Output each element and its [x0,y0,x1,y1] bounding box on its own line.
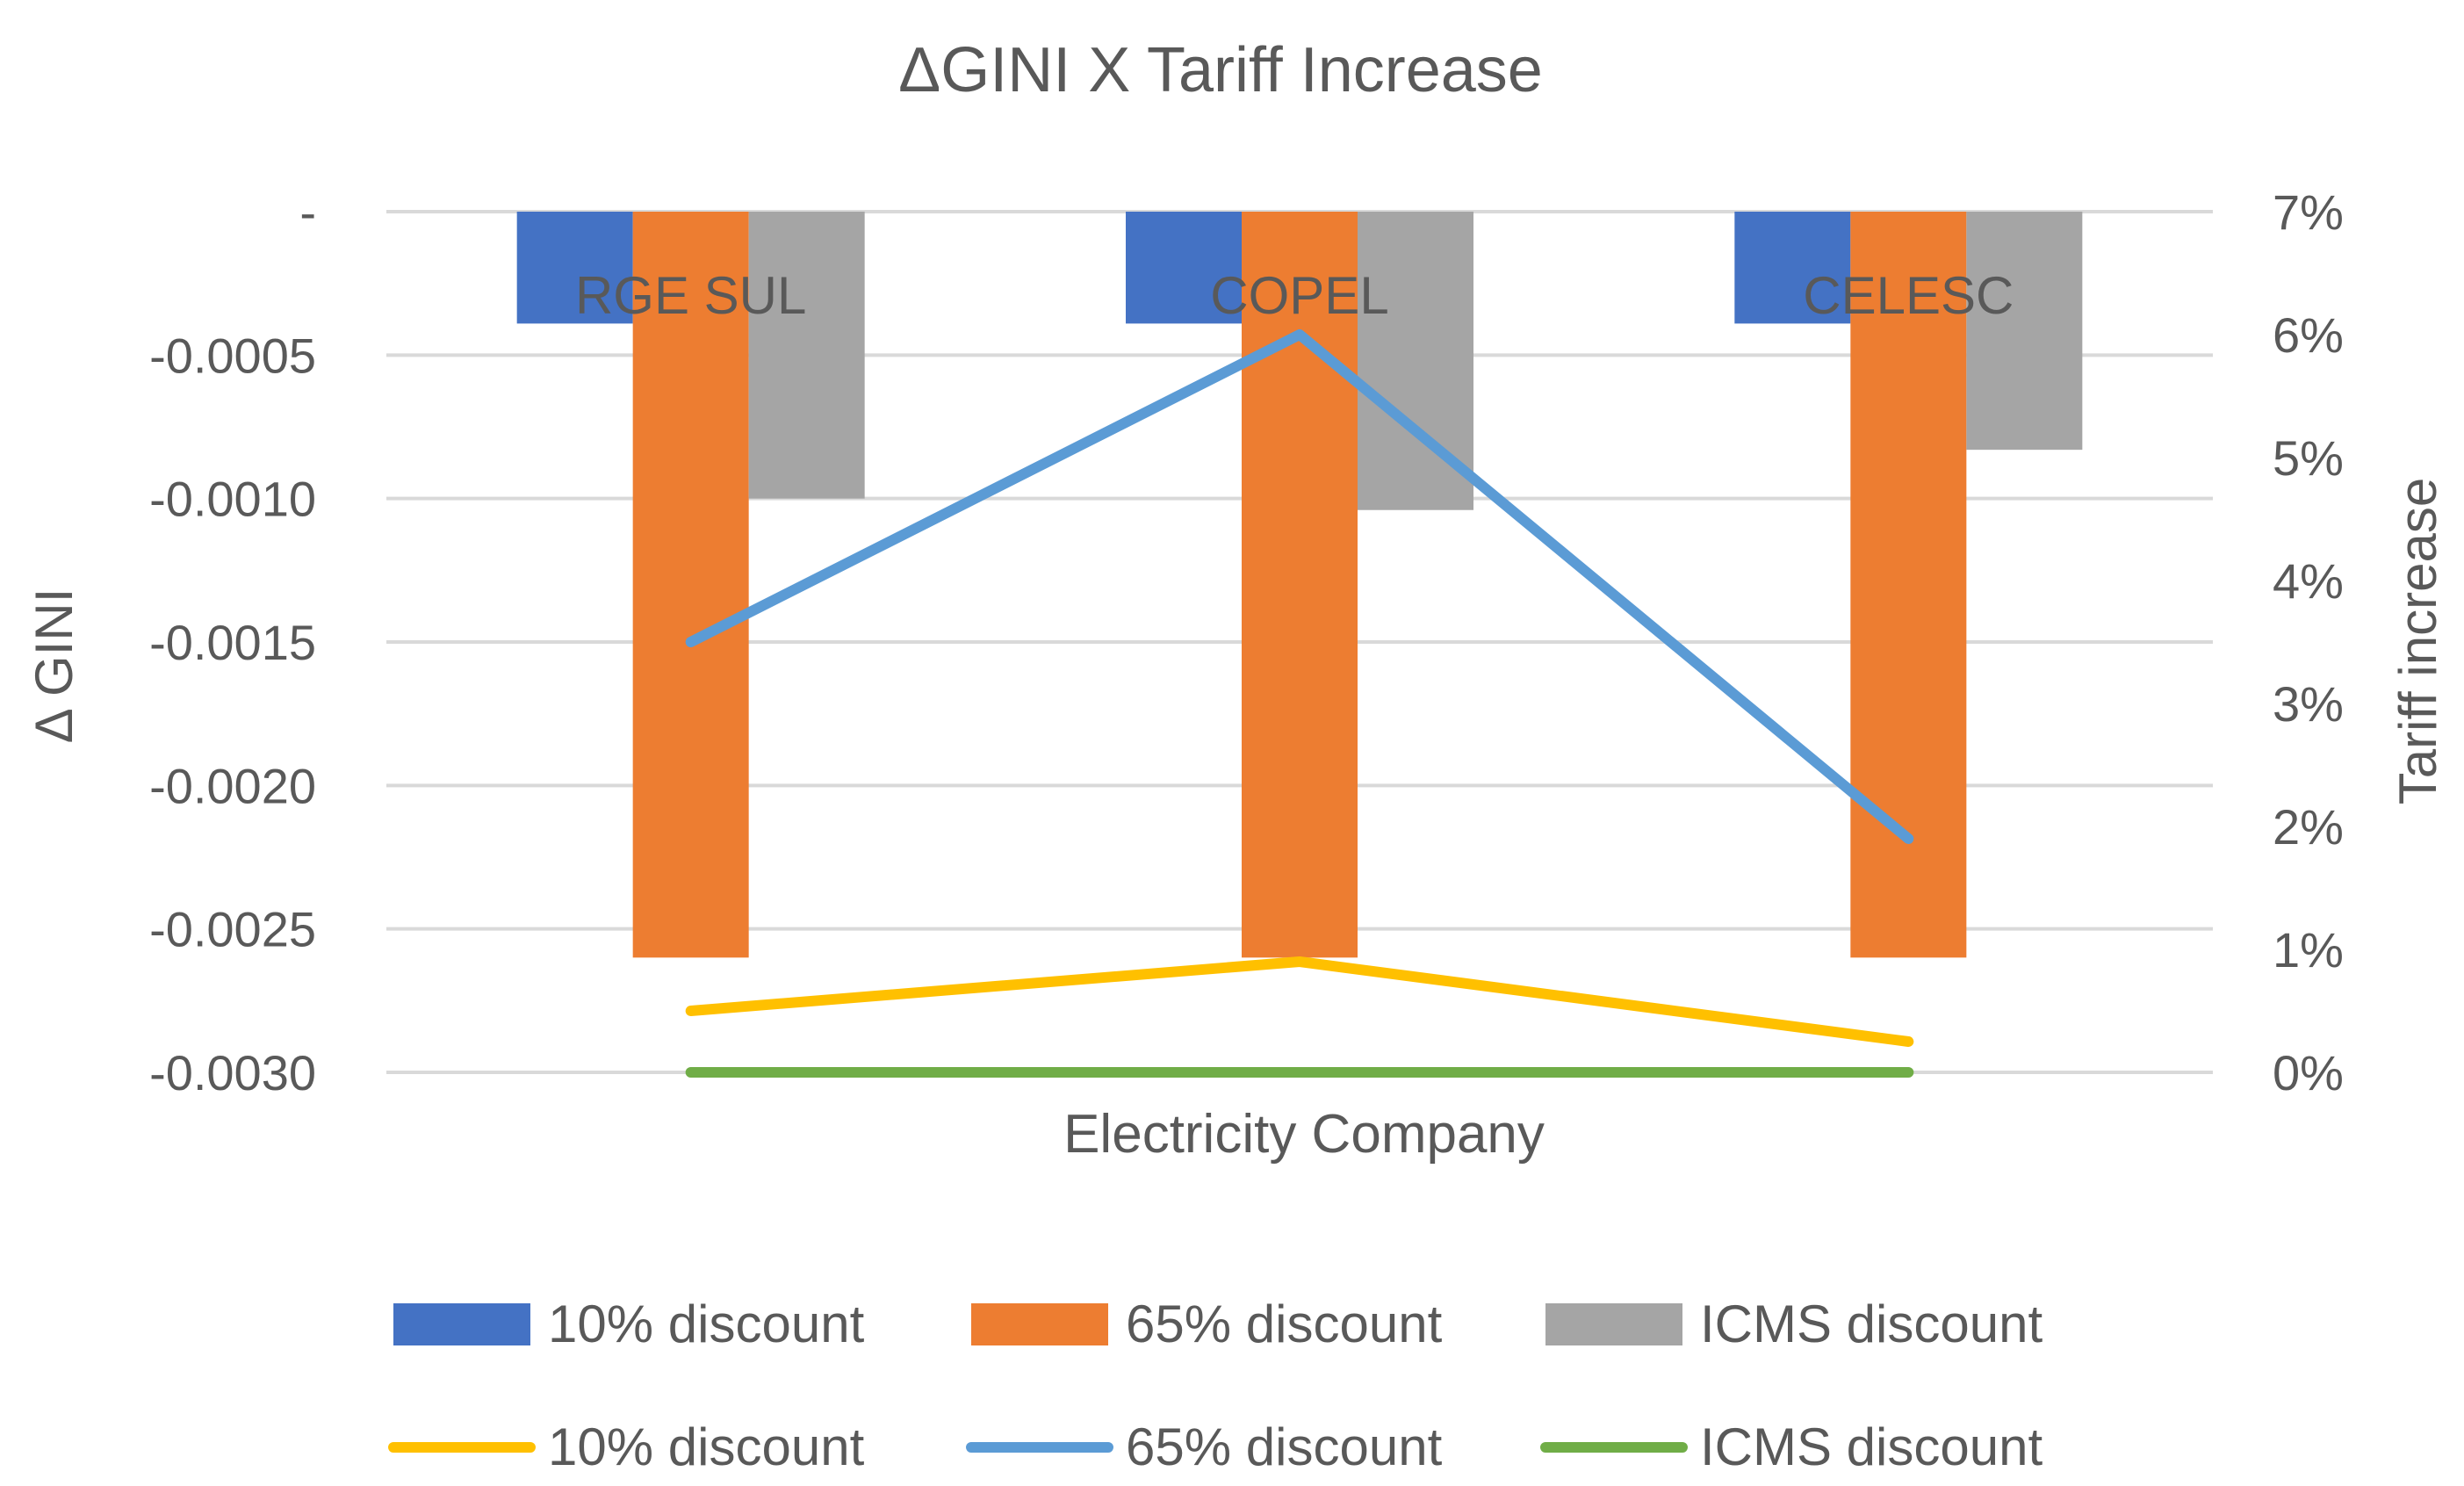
legend-swatch-bar [1545,1303,1682,1345]
series-line [685,329,1914,844]
legend-label: 10% discount [548,1417,865,1476]
bar [748,212,865,499]
bar [1734,212,1851,324]
legend: 10% discount 65% discount ICMS discount 10%… [388,1295,2043,1476]
left-tick-label: -0.0030 [149,1045,316,1100]
legend-label: ICMS discount [1700,1295,2043,1353]
category-label: CELESC [1803,266,2014,325]
left-axis-ticks: - -0.0005 -0.0010 -0.0015 -0.0020 -0.0025 -0.0… [149,184,316,1100]
legend-swatch-bar [393,1303,530,1345]
series-line [685,956,1914,1047]
left-tick-label: -0.0015 [149,615,316,670]
bars [516,212,2083,958]
left-tick-label: -0.0020 [149,758,316,813]
legend-label: 10% discount [548,1295,865,1353]
bar [1966,212,2083,451]
y-axis-left-label: Δ GINI [25,588,83,744]
legend-label: 65% discount [1126,1295,1443,1353]
right-tick-label: 7% [2273,184,2344,240]
y-axis-right-label: Tariff increase [2388,478,2447,804]
right-tick-label: 2% [2273,799,2344,855]
legend-label: 65% discount [1126,1417,1443,1476]
right-tick-label: 3% [2273,676,2344,732]
left-tick-label: - [299,184,316,240]
bar [1126,212,1242,324]
category-label: COPEL [1210,266,1388,325]
category-label: RGE SUL [575,266,806,325]
category-labels: RGE SUL COPEL CELESC [575,266,2014,325]
left-tick-label: -0.0025 [149,902,316,957]
x-axis-label: Electricity Company [1063,1104,1545,1165]
legend-swatch-bar [971,1303,1108,1345]
chart-title: ΔGINI X Tariff Increase [898,35,1543,105]
legend-label: ICMS discount [1700,1417,2043,1476]
right-tick-label: 0% [2273,1045,2344,1100]
left-tick-label: -0.0005 [149,328,316,383]
right-tick-label: 6% [2273,307,2344,363]
left-tick-label: -0.0010 [149,472,316,527]
bar [632,212,749,958]
right-axis-ticks: 7% 6% 5% 4% 3% 2% 1% 0% [2273,184,2344,1100]
right-tick-label: 1% [2273,922,2344,977]
right-tick-label: 4% [2273,553,2344,609]
right-tick-label: 5% [2273,430,2344,486]
lines [685,329,1914,1078]
bar [516,212,633,324]
